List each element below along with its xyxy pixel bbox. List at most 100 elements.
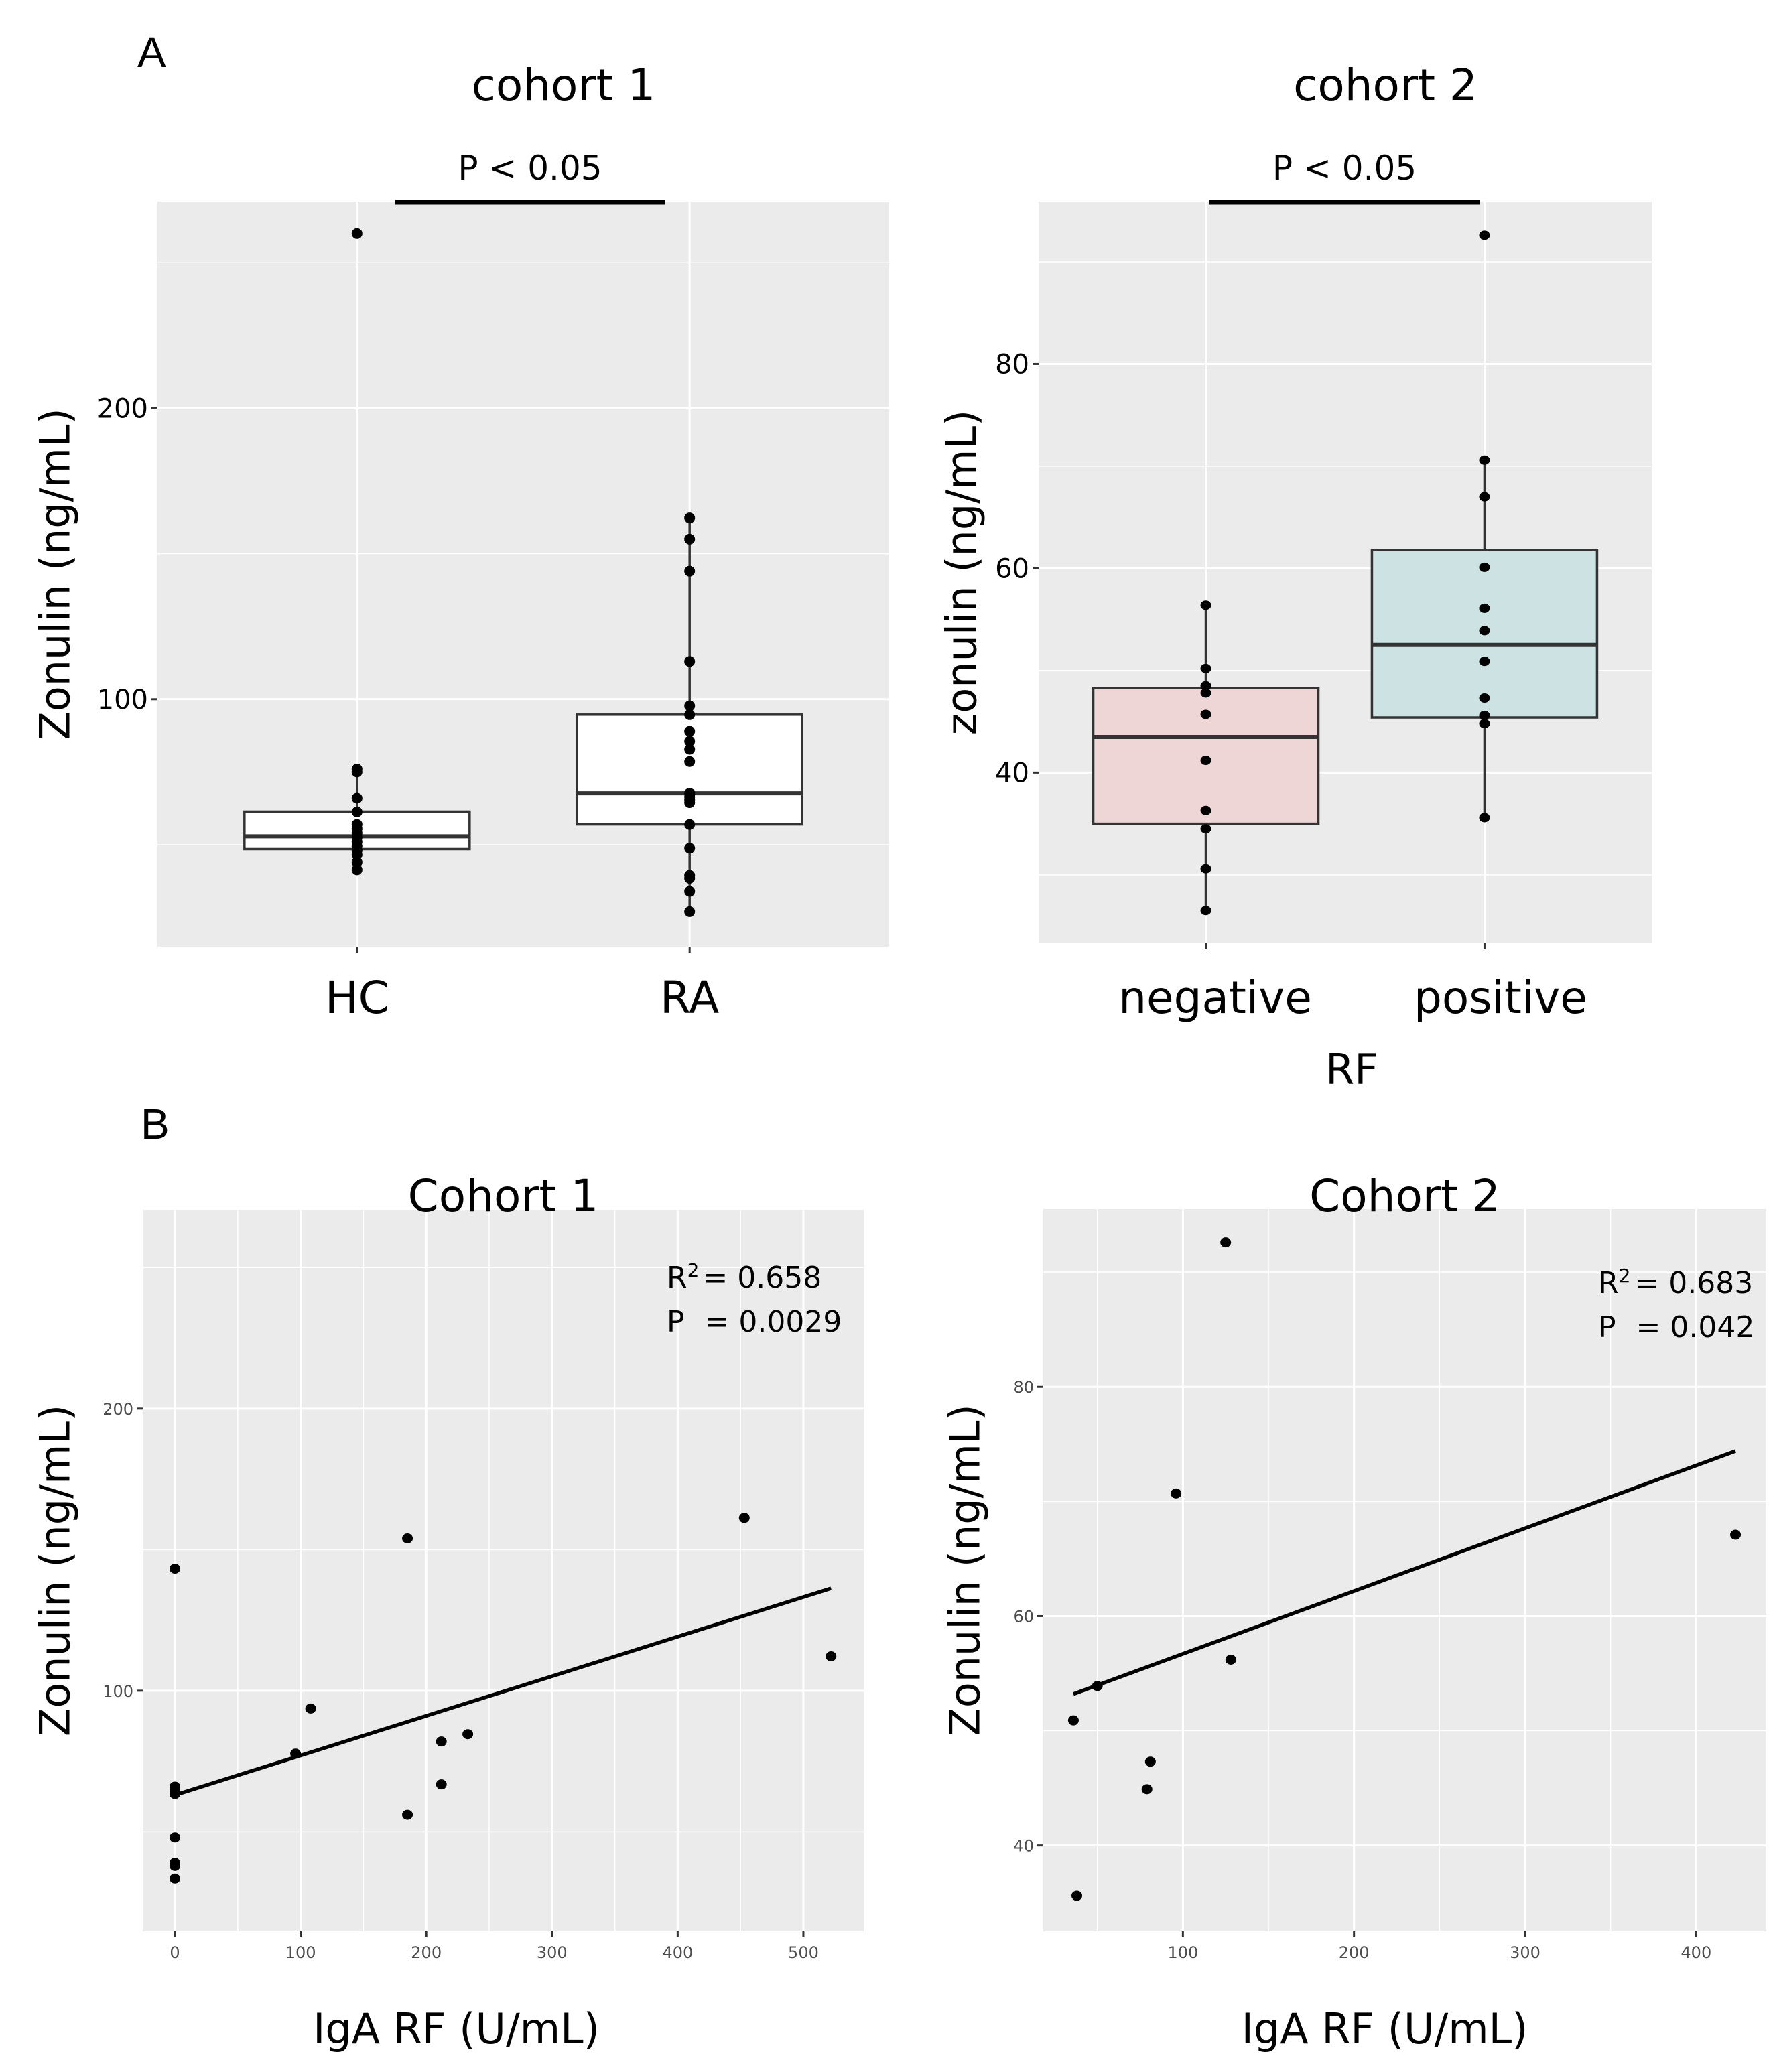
r-squared-symbol: R [1598, 1266, 1619, 1300]
chart-b2-cohort2-scatter: 40 60 80 Zonulin (ng/mL) Cohort 2 100 200 300 40… [941, 1170, 1766, 2053]
y-tick-label: 60 [1013, 1607, 1034, 1626]
data-point [684, 906, 696, 917]
data-point [684, 744, 696, 755]
y-tick-label: 80 [1013, 1378, 1034, 1397]
x-tick-label: HC [325, 972, 389, 1024]
data-point [738, 1513, 750, 1523]
y-tick-label: 200 [103, 1400, 133, 1419]
p-value: = 0.0029 [705, 1305, 842, 1339]
data-point [436, 1779, 447, 1790]
data-point [1479, 626, 1490, 636]
regression-line [1072, 1449, 1736, 1696]
r-squared-symbol: R [667, 1261, 687, 1295]
y-axis-title: zonulin (ng/mL) [937, 410, 986, 735]
significance-label: P < 0.05 [458, 149, 602, 188]
data-point [684, 756, 696, 767]
plot-panel [1043, 1209, 1766, 1931]
x-axis-title: IgA RF (U/mL) [1242, 2004, 1528, 2053]
data-point [684, 819, 696, 830]
y-tick-label: 40 [995, 758, 1029, 788]
data-point [170, 1860, 181, 1871]
r-squared-superscript: 2 [1619, 1265, 1631, 1287]
data-point [170, 1789, 181, 1799]
data-point [1200, 906, 1211, 916]
data-point [1200, 688, 1211, 698]
chart-title: Cohort 2 [1309, 1170, 1500, 1222]
data-point [1171, 1488, 1182, 1499]
data-point [684, 709, 696, 720]
x-axis-title: IgA RF (U/mL) [313, 2004, 600, 2053]
x-tick-label: positive [1414, 972, 1587, 1024]
data-point [1071, 1890, 1083, 1901]
y-tick-label: 40 [1013, 1837, 1034, 1856]
x-tick-label: 500 [788, 1943, 819, 1962]
y-axis-title: Zonulin (ng/mL) [31, 408, 80, 740]
chart-title: Cohort 1 [408, 1170, 599, 1222]
data-point [684, 512, 696, 524]
chart-title: cohort 2 [1293, 60, 1477, 111]
p-value-label: P = 0.042 [1598, 1310, 1754, 1344]
data-point [684, 700, 696, 711]
panel-label-a: A [137, 28, 166, 76]
data-point [351, 806, 363, 817]
data-point [170, 1832, 181, 1843]
chart-b1-cohort1-scatter: 100 200 Zonulin (ng/mL) Cohort 1 0 100 200 300 4… [31, 1170, 864, 2053]
y-tick-label: 100 [97, 685, 148, 715]
data-point [305, 1703, 316, 1714]
data-point [1200, 805, 1211, 815]
data-point [1200, 709, 1211, 719]
r-squared-superscript: 2 [687, 1259, 700, 1282]
p-symbol: P [1598, 1310, 1616, 1344]
r-squared-value: = 0.658 [703, 1261, 821, 1295]
r-squared-label: R2 = 0.658 [667, 1259, 821, 1295]
data-point [1479, 719, 1490, 729]
data-point [1200, 824, 1211, 834]
data-point [684, 565, 696, 577]
chart-a1-cohort1-boxplot: 100 200 Zonulin (ng/mL) cohort 1 P < 0.05 HC R… [31, 60, 889, 1024]
data-point [684, 736, 696, 747]
data-point [290, 1748, 302, 1759]
data-point [1479, 813, 1490, 823]
data-point [1200, 663, 1211, 673]
data-point [170, 1564, 181, 1574]
data-point [436, 1736, 447, 1747]
data-point [402, 1809, 413, 1820]
r-squared-label: R2 = 0.683 [1598, 1265, 1753, 1300]
data-point [684, 726, 696, 737]
data-point [1730, 1529, 1741, 1540]
plot-panel [143, 1210, 864, 1931]
data-point [1144, 1756, 1156, 1767]
data-point [684, 656, 696, 667]
data-point [1479, 230, 1490, 240]
r-squared-value: = 0.683 [1634, 1266, 1753, 1300]
data-point [462, 1729, 474, 1740]
y-tick-label: 100 [103, 1682, 133, 1701]
y-axis-title: Zonulin (ng/mL) [31, 1405, 80, 1736]
y-tick-label: 200 [97, 393, 148, 424]
data-point [1479, 603, 1490, 613]
data-point [684, 533, 696, 545]
x-tick-label: 300 [1510, 1943, 1540, 1962]
data-point [351, 228, 363, 239]
data-point [1479, 693, 1490, 703]
data-point [684, 872, 696, 884]
data-point [1479, 455, 1490, 465]
data-point [1067, 1715, 1079, 1726]
data-point [351, 864, 363, 876]
data-point [402, 1533, 413, 1544]
data-point [684, 797, 696, 808]
data-point [1220, 1237, 1232, 1248]
x-tick-label: negative [1118, 972, 1312, 1024]
x-tick-label: 100 [285, 1943, 316, 1962]
x-tick-label: 200 [411, 1943, 442, 1962]
x-tick-label: 0 [170, 1943, 180, 1962]
x-tick-label: 400 [662, 1943, 693, 1962]
p-symbol: P [667, 1305, 685, 1339]
data-point [351, 766, 363, 778]
data-point [170, 1873, 181, 1884]
x-tick-label: 400 [1681, 1943, 1711, 1962]
data-point [1141, 1784, 1153, 1795]
data-point [684, 886, 696, 897]
data-point [1200, 756, 1211, 766]
